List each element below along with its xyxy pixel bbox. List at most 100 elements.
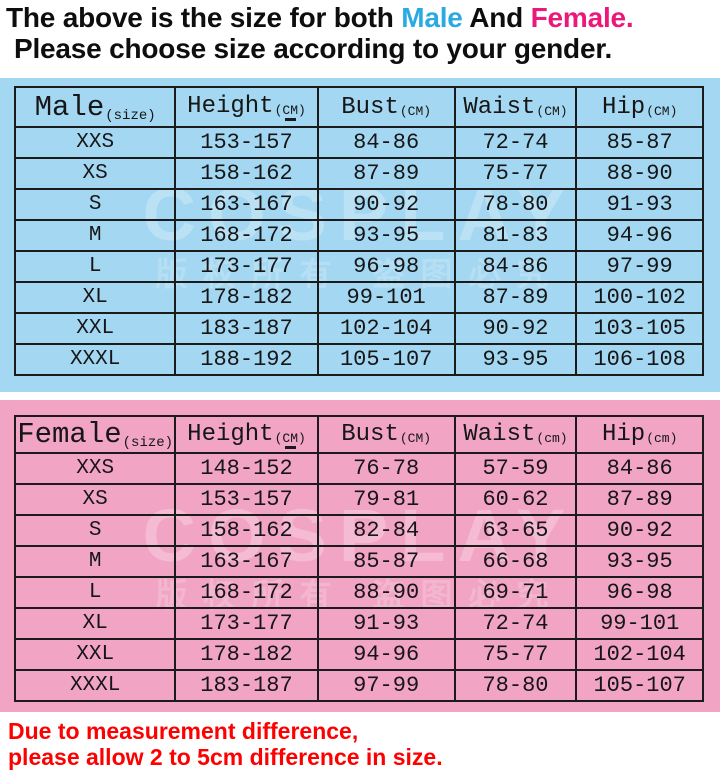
column-label: Bust [341,93,399,121]
size-label-cell: XS [13,483,177,516]
table-row: S 158-162 82-84 63-65 90-92 [13,514,704,547]
table-cell: 84-86 [575,452,704,485]
table-cell: 72-74 [453,126,578,159]
table-cell: 105-107 [575,669,704,702]
table-row: L 173-177 96-98 84-86 97-99 [13,250,704,283]
table-cell: 78-80 [453,669,578,702]
size-label-cell: L [13,576,177,609]
column-unit: (CM) [536,103,568,119]
male-header-row: Male(size) Height(CM) Bust(CM) Waist(CM) Hip… [13,86,704,128]
note-line1: Due to measurement difference, [8,718,359,744]
table-cell: 75-77 [453,638,578,671]
table-cell: 90-92 [575,514,704,547]
table-row: XS 158-162 87-89 75-77 88-90 [13,157,704,190]
table-cell: 85-87 [316,545,456,578]
table-cell: 173-177 [174,607,319,640]
table-row: XS 153-157 79-81 60-62 87-89 [13,483,704,516]
table-cell: 99-101 [575,607,704,640]
table-cell: 178-182 [174,638,319,671]
column-label: Waist [463,93,536,121]
table-cell: 57-59 [453,452,578,485]
table-row: XXXL 183-187 97-99 78-80 105-107 [13,669,704,702]
table-cell: 168-172 [174,576,319,609]
size-label-cell: S [13,514,177,547]
male-word: Male [401,2,463,33]
table-cell: 96-98 [316,250,456,283]
column-label: Hip [601,421,646,448]
column-unit: (cm) [536,431,568,446]
heading-text: The above is the size for both [6,2,402,33]
size-label-cell: M [13,219,177,252]
male-size-section: COSPLAY 版权所有 盗图必究 Male(size) Height(CM) Bu… [0,78,720,392]
note-line2: please allow 2 to 5cm difference in size… [8,744,443,770]
female-size-table: Female(size) Height(CM) Bust(CM) Waist(cm) H… [13,415,704,702]
table-cell: 163-167 [174,545,319,578]
column-label: Height [187,420,274,448]
male-table-title: Male(size) [13,86,177,128]
size-label-cell: XL [13,281,177,314]
table-cell: 75-77 [453,157,578,190]
table-cell: 97-99 [316,669,456,702]
table-cell: 178-182 [174,281,319,314]
table-row: M 163-167 85-87 66-68 93-95 [13,545,704,578]
table-cell: 94-96 [575,219,704,252]
table-cell: 72-74 [453,607,578,640]
column-unit: (CM) [399,431,432,446]
heading-text: And [462,2,531,33]
table-row: XXL 178-182 94-96 75-77 102-104 [13,638,704,671]
table-cell: 100-102 [575,281,704,314]
size-label-cell: XXS [13,452,177,485]
column-unit: (CM) [275,431,306,449]
column-header-bust: Bust(CM) [316,415,456,454]
table-cell: 69-71 [453,576,578,609]
table-cell: 90-92 [316,188,456,221]
column-header-height: Height(CM) [174,415,319,454]
table-cell: 102-104 [575,638,704,671]
table-cell: 91-93 [575,188,704,221]
table-row: XL 178-182 99-101 87-89 100-102 [13,281,704,314]
table-row: XXS 153-157 84-86 72-74 85-87 [13,126,704,159]
table-cell: 105-107 [316,343,456,376]
table-cell: 82-84 [316,514,456,547]
table-cell: 148-152 [174,452,319,485]
table-cell: 88-90 [575,157,704,190]
column-header-waist: Waist(cm) [453,415,578,454]
heading-line2: Please choose size according to your gen… [14,33,613,64]
table-cell: 84-86 [453,250,578,283]
column-unit: (CM) [399,103,432,119]
size-label-cell: M [13,545,177,578]
table-row: XXS 148-152 76-78 57-59 84-86 [13,452,704,485]
column-header-waist: Waist(CM) [453,86,578,128]
table-cell: 63-65 [453,514,578,547]
table-cell: 81-83 [453,219,578,252]
column-unit: (cm) [646,431,678,446]
column-label: Hip [601,93,646,121]
table-cell: 99-101 [316,281,456,314]
table-cell: 91-93 [316,607,456,640]
table-cell: 93-95 [453,343,578,376]
table-cell: 153-157 [174,126,319,159]
table-cell: 76-78 [316,452,456,485]
table-row: XXL 183-187 102-104 90-92 103-105 [13,312,704,345]
table-cell: 158-162 [174,514,319,547]
table-row: L 168-172 88-90 69-71 96-98 [13,576,704,609]
column-label: Height [187,93,274,120]
table-cell: 93-95 [316,219,456,252]
table-title-text: Male [34,90,105,124]
column-unit: (CM) [646,103,678,119]
table-cell: 153-157 [174,483,319,516]
table-title-unit: (size) [122,435,174,451]
size-label-cell: S [13,188,177,221]
table-row: S 163-167 90-92 78-80 91-93 [13,188,704,221]
size-label-cell: XS [13,157,177,190]
table-row: M 168-172 93-95 81-83 94-96 [13,219,704,252]
table-cell: 60-62 [453,483,578,516]
size-label-cell: XXS [13,126,177,159]
table-cell: 97-99 [575,250,704,283]
table-title-unit: (size) [105,107,156,124]
table-cell: 90-92 [453,312,578,345]
table-cell: 183-187 [174,312,319,345]
table-cell: 103-105 [575,312,704,345]
table-cell: 94-96 [316,638,456,671]
table-cell: 87-89 [453,281,578,314]
